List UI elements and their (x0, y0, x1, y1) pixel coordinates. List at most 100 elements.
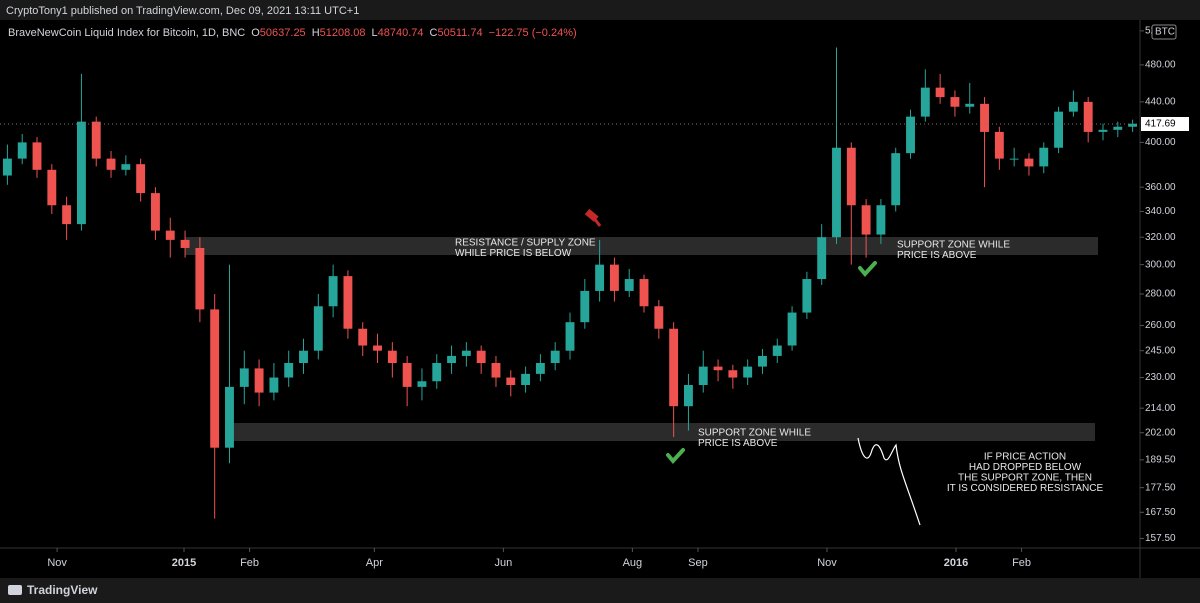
candle-body (669, 328, 679, 407)
candle-body (1009, 158, 1019, 160)
y-tick-label: 440.00 (1145, 97, 1176, 108)
legend-value: −122.75 (−0.24%) (489, 27, 577, 39)
y-tick-label: 202.00 (1145, 427, 1176, 438)
y-tick-label: 300.00 (1145, 259, 1176, 270)
annotation: PRICE IS ABOVE (897, 250, 977, 261)
candle-body (461, 350, 471, 356)
x-tick-label: Nov (817, 557, 837, 569)
candle-body (1113, 126, 1123, 130)
x-tick-label: Apr (366, 557, 383, 569)
candle-body (165, 230, 175, 240)
candle-body (876, 205, 886, 235)
legend-key: H (312, 27, 320, 39)
y-tick-label: 480.00 (1145, 60, 1176, 71)
candle-body (136, 164, 146, 194)
candle-body (387, 350, 397, 364)
y-tick-label: 340.00 (1145, 206, 1176, 217)
candle-body (299, 350, 308, 364)
candle-body (832, 147, 841, 238)
tv-logo (8, 585, 22, 595)
annotation: RESISTANCE / SUPPLY ZONE (455, 238, 596, 249)
candle-body (328, 276, 338, 307)
candle-body (580, 290, 590, 323)
candle-body (210, 309, 220, 448)
publisher: CryptoTony1 published on TradingView.com… (6, 5, 359, 17)
candle-body (595, 264, 605, 291)
candle-body (343, 276, 353, 329)
candle-body (802, 279, 812, 313)
chart-title: BraveNewCoin Liquid Index for Bitcoin, 1… (8, 27, 245, 39)
y-tick-label: 230.00 (1145, 372, 1176, 383)
candle-body (313, 306, 323, 351)
last-price-badge (1141, 116, 1189, 131)
hammer-icon (584, 208, 602, 227)
x-tick-label: Jun (495, 557, 513, 569)
candle-body (965, 103, 975, 107)
candle-body (47, 169, 57, 206)
currency-badge (1151, 24, 1177, 40)
annotation: WHILE PRICE IS BELOW (455, 248, 572, 259)
candle-body (447, 355, 456, 364)
legend-key: L (372, 27, 378, 39)
annotation: SUPPORT ZONE WHILE (698, 428, 811, 439)
x-tick-label: 2015 (172, 557, 196, 569)
candle-body (565, 322, 575, 351)
candle-body (62, 205, 72, 225)
candle-body (772, 345, 782, 356)
candle-body (550, 350, 560, 364)
candle-body (239, 368, 249, 387)
candle-body (861, 205, 871, 235)
candle-body (432, 363, 442, 382)
candle-body (1083, 101, 1093, 132)
candle-body (269, 377, 279, 393)
candle-body (1098, 129, 1108, 132)
currency: BTC (1155, 27, 1175, 38)
x-tick-label: Nov (47, 557, 67, 569)
candle-body (891, 153, 901, 206)
candle-body (935, 87, 945, 98)
candle-body (906, 116, 915, 154)
candle-body (624, 279, 634, 291)
candle-body (225, 386, 234, 448)
x-tick-label: 2016 (944, 557, 968, 569)
annotation: HAD DROPPED BELOW (969, 462, 1082, 473)
y-tick-label: 52 (1145, 26, 1157, 37)
candle-body (950, 97, 960, 107)
candle-body (17, 142, 27, 159)
support-zone (225, 423, 1095, 441)
y-tick-label: 177.50 (1145, 482, 1176, 493)
resistance-zone (185, 237, 1098, 255)
annotation: THE SUPPORT ZONE, THEN (958, 473, 1092, 484)
candle-body (758, 355, 767, 367)
y-tick-label: 320.00 (1145, 232, 1176, 243)
check-icon (858, 261, 877, 278)
candle-body (476, 350, 486, 364)
candle-body (32, 142, 42, 170)
candle-body (609, 264, 619, 291)
candle-body (980, 103, 989, 132)
header-bar (0, 0, 1200, 20)
candle-body (1068, 101, 1078, 112)
candle-body (402, 363, 412, 387)
legend-value: 51208.08 (320, 27, 366, 39)
candle-body (180, 239, 190, 248)
legend-value: 50511.74 (438, 27, 483, 39)
annotation: PRICE IS ABOVE (698, 438, 778, 449)
candle-body (91, 121, 101, 159)
legend-key: C (430, 27, 438, 39)
candle-body (1024, 158, 1034, 167)
x-tick-label: Aug (623, 557, 643, 569)
legend-key: O (251, 27, 260, 39)
footer-bar (0, 578, 1200, 603)
y-tick-label: 167.50 (1145, 507, 1176, 518)
brand: TradingView (27, 583, 98, 597)
y-tick-label: 189.50 (1145, 454, 1176, 465)
candle-body (639, 279, 649, 307)
y-tick-label: 157.50 (1145, 533, 1176, 544)
y-tick-label: 400.00 (1145, 137, 1176, 148)
candle-body (713, 366, 723, 371)
candle-body (1054, 111, 1064, 148)
legend-value: 50637.25 (260, 27, 306, 39)
x-tick-label: Feb (1012, 557, 1031, 569)
